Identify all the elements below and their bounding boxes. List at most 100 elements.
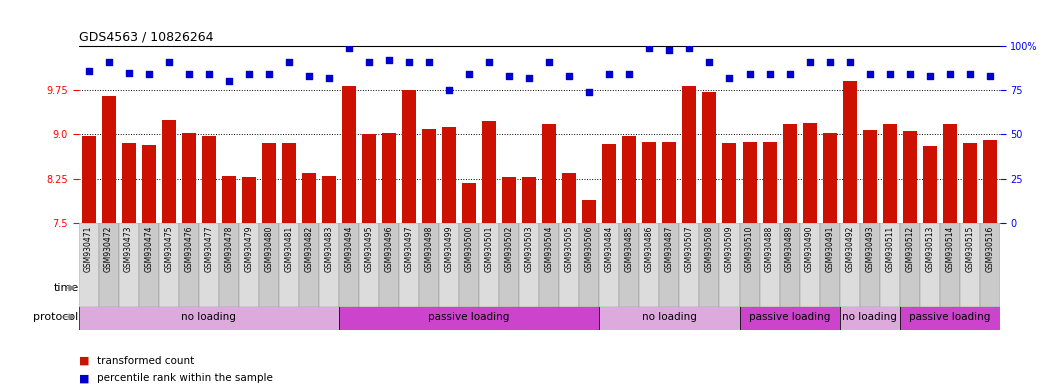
- Bar: [121, 143, 136, 223]
- Bar: [602, 144, 617, 223]
- Point: [200, 71, 217, 78]
- Bar: [699, 223, 719, 307]
- Text: GSM930501: GSM930501: [485, 225, 493, 271]
- Text: GSM930487: GSM930487: [665, 225, 674, 271]
- Bar: [262, 143, 275, 223]
- Point: [801, 59, 818, 65]
- Bar: [739, 275, 1000, 301]
- Bar: [79, 223, 98, 307]
- Bar: [683, 86, 696, 223]
- Bar: [362, 134, 376, 223]
- Text: time: time: [53, 283, 79, 293]
- Text: GSM930514: GSM930514: [945, 225, 954, 271]
- Bar: [302, 173, 316, 223]
- Point: [741, 71, 758, 78]
- Bar: [439, 223, 459, 307]
- Point: [381, 57, 398, 63]
- Bar: [219, 223, 239, 307]
- Bar: [199, 223, 219, 307]
- Text: GSM930486: GSM930486: [645, 225, 654, 271]
- Text: GSM930476: GSM930476: [184, 225, 194, 272]
- Text: GSM930482: GSM930482: [305, 225, 313, 271]
- Bar: [823, 133, 837, 223]
- Point: [261, 71, 277, 78]
- Text: 5-8 days: 5-8 days: [647, 283, 692, 293]
- Bar: [840, 303, 899, 330]
- Bar: [899, 223, 919, 307]
- Bar: [899, 303, 1000, 330]
- Text: GSM930515: GSM930515: [965, 225, 975, 271]
- Bar: [339, 223, 359, 307]
- Bar: [259, 223, 279, 307]
- Bar: [79, 275, 599, 301]
- Text: GSM930475: GSM930475: [164, 225, 173, 272]
- Bar: [820, 223, 840, 307]
- Text: GSM930484: GSM930484: [605, 225, 614, 271]
- Bar: [202, 136, 216, 223]
- Bar: [922, 146, 937, 223]
- Text: GSM930477: GSM930477: [204, 225, 214, 272]
- Bar: [742, 142, 757, 223]
- Point: [601, 71, 618, 78]
- Bar: [542, 124, 556, 223]
- Bar: [462, 183, 476, 223]
- Text: protocol: protocol: [34, 312, 79, 322]
- Text: GSM930512: GSM930512: [906, 225, 914, 271]
- Point: [701, 59, 718, 65]
- Bar: [800, 223, 820, 307]
- Point: [320, 75, 337, 81]
- Point: [681, 45, 697, 51]
- Bar: [903, 131, 917, 223]
- Text: GSM930494: GSM930494: [344, 225, 354, 272]
- Bar: [118, 223, 138, 307]
- Bar: [161, 120, 176, 223]
- Bar: [803, 122, 817, 223]
- Bar: [282, 143, 296, 223]
- Point: [862, 71, 878, 78]
- Text: GSM930506: GSM930506: [585, 225, 594, 272]
- Text: GSM930480: GSM930480: [264, 225, 273, 271]
- Text: no loading: no loading: [181, 312, 237, 322]
- Bar: [863, 130, 876, 223]
- Bar: [79, 303, 339, 330]
- Bar: [782, 124, 797, 223]
- Point: [761, 71, 778, 78]
- Point: [340, 45, 357, 51]
- Text: no loading: no loading: [642, 312, 697, 322]
- Point: [481, 59, 497, 65]
- Bar: [339, 303, 599, 330]
- Point: [300, 73, 317, 79]
- Bar: [843, 81, 856, 223]
- Bar: [840, 223, 860, 307]
- Bar: [963, 143, 977, 223]
- Text: GSM930502: GSM930502: [505, 225, 514, 271]
- Point: [981, 73, 998, 79]
- Bar: [298, 223, 319, 307]
- Bar: [141, 145, 156, 223]
- Text: ■: ■: [79, 356, 89, 366]
- Bar: [919, 223, 940, 307]
- Text: GSM930511: GSM930511: [885, 225, 894, 271]
- Point: [81, 68, 97, 74]
- Text: passive loading: passive loading: [749, 312, 830, 322]
- Bar: [522, 177, 536, 223]
- Bar: [599, 303, 739, 330]
- Text: GSM930492: GSM930492: [845, 225, 854, 271]
- Point: [281, 59, 297, 65]
- Bar: [399, 223, 419, 307]
- Bar: [321, 175, 336, 223]
- Bar: [879, 223, 899, 307]
- Point: [842, 59, 859, 65]
- Text: GSM930493: GSM930493: [865, 225, 874, 272]
- Bar: [419, 223, 439, 307]
- Text: GSM930489: GSM930489: [785, 225, 794, 271]
- Bar: [182, 132, 196, 223]
- Text: GSM930491: GSM930491: [825, 225, 834, 271]
- Text: GSM930507: GSM930507: [685, 225, 694, 272]
- Text: GSM930497: GSM930497: [404, 225, 414, 272]
- Bar: [680, 223, 699, 307]
- Point: [581, 89, 598, 95]
- Point: [941, 71, 958, 78]
- Text: GSM930485: GSM930485: [625, 225, 633, 271]
- Point: [520, 75, 537, 81]
